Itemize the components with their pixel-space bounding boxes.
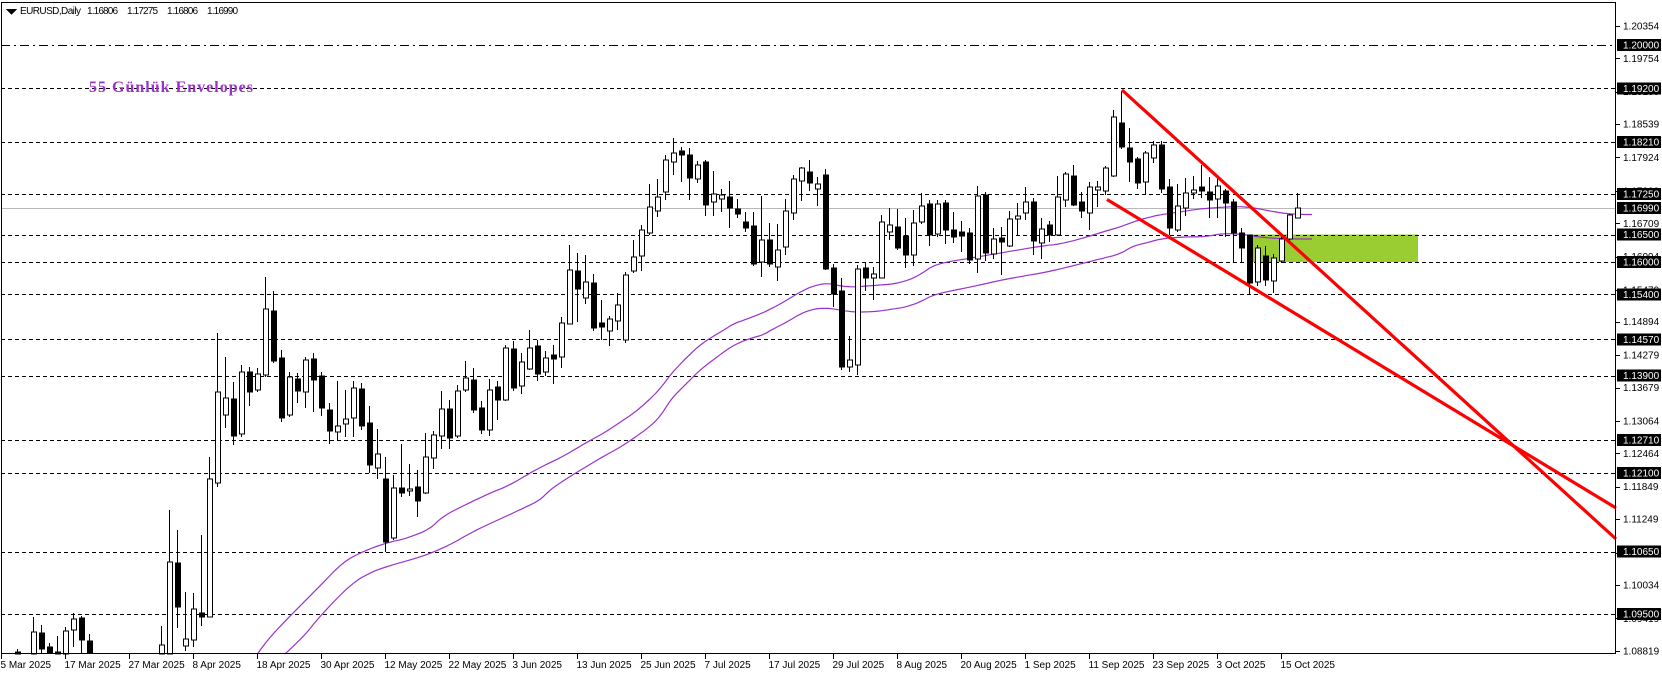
svg-text:1.12710: 1.12710 xyxy=(1623,436,1660,447)
svg-text:1.19200: 1.19200 xyxy=(1623,84,1660,95)
svg-text:18 Apr 2025: 18 Apr 2025 xyxy=(257,660,311,671)
svg-text:8 Apr 2025: 8 Apr 2025 xyxy=(193,660,242,671)
svg-text:29 Jul 2025: 29 Jul 2025 xyxy=(833,660,885,671)
svg-text:15 Oct 2025: 15 Oct 2025 xyxy=(1281,660,1336,671)
svg-text:1.11249: 1.11249 xyxy=(1623,515,1659,526)
svg-text:8 Aug 2025: 8 Aug 2025 xyxy=(897,660,948,671)
svg-text:20 Aug 2025: 20 Aug 2025 xyxy=(961,660,1018,671)
svg-text:1.16990: 1.16990 xyxy=(207,6,238,17)
svg-text:1.15400: 1.15400 xyxy=(1623,290,1660,301)
svg-text:1.13064: 1.13064 xyxy=(1623,416,1660,427)
svg-text:1.19754: 1.19754 xyxy=(1623,54,1660,65)
svg-text:1.16990: 1.16990 xyxy=(1623,204,1660,215)
svg-text:22 May 2025: 22 May 2025 xyxy=(449,660,507,671)
svg-text:1.10034: 1.10034 xyxy=(1623,581,1660,592)
svg-text:1.14279: 1.14279 xyxy=(1623,351,1660,362)
svg-text:30 Apr 2025: 30 Apr 2025 xyxy=(321,660,375,671)
svg-text:1.18210: 1.18210 xyxy=(1623,138,1660,149)
svg-text:1.10650: 1.10650 xyxy=(1623,547,1660,558)
svg-text:1.16806: 1.16806 xyxy=(87,6,118,17)
svg-text:1.14894: 1.14894 xyxy=(1623,317,1660,328)
svg-text:7 Jul 2025: 7 Jul 2025 xyxy=(705,660,752,671)
svg-text:1.17250: 1.17250 xyxy=(1623,190,1660,201)
svg-text:1.08819: 1.08819 xyxy=(1623,646,1660,657)
svg-text:1.14570: 1.14570 xyxy=(1623,335,1660,346)
svg-text:55 Günlük Envelopes: 55 Günlük Envelopes xyxy=(89,79,253,96)
svg-text:1.17275: 1.17275 xyxy=(127,6,158,17)
svg-text:1.16500: 1.16500 xyxy=(1623,230,1660,241)
svg-text:23 Sep 2025: 23 Sep 2025 xyxy=(1153,660,1210,671)
svg-text:17 Jul 2025: 17 Jul 2025 xyxy=(769,660,821,671)
svg-text:1.18539: 1.18539 xyxy=(1623,120,1660,131)
svg-text:5 Mar 2025: 5 Mar 2025 xyxy=(1,660,52,671)
svg-text:17 Mar 2025: 17 Mar 2025 xyxy=(65,660,122,671)
svg-text:13 Jun 2025: 13 Jun 2025 xyxy=(577,660,632,671)
svg-text:1.11849: 1.11849 xyxy=(1623,482,1659,493)
svg-text:1.12100: 1.12100 xyxy=(1623,469,1660,480)
svg-text:1.09500: 1.09500 xyxy=(1623,610,1660,621)
svg-text:EURUSD,Daily: EURUSD,Daily xyxy=(20,6,81,17)
svg-text:11 Sep 2025: 11 Sep 2025 xyxy=(1089,660,1145,671)
svg-text:1.20000: 1.20000 xyxy=(1623,41,1660,52)
svg-text:27 Mar 2025: 27 Mar 2025 xyxy=(129,660,186,671)
svg-text:3 Jun 2025: 3 Jun 2025 xyxy=(513,660,563,671)
svg-text:1.12464: 1.12464 xyxy=(1623,449,1660,460)
svg-text:1.20354: 1.20354 xyxy=(1623,21,1660,32)
svg-text:12 May 2025: 12 May 2025 xyxy=(385,660,443,671)
svg-text:1.16709: 1.16709 xyxy=(1623,219,1660,230)
svg-text:1.13679: 1.13679 xyxy=(1623,383,1660,394)
svg-text:25 Jun 2025: 25 Jun 2025 xyxy=(641,660,696,671)
svg-text:1.13900: 1.13900 xyxy=(1623,371,1660,382)
svg-text:1 Sep 2025: 1 Sep 2025 xyxy=(1025,660,1077,671)
svg-text:3 Oct 2025: 3 Oct 2025 xyxy=(1217,660,1266,671)
svg-text:1.17924: 1.17924 xyxy=(1623,153,1660,164)
svg-text:1.16000: 1.16000 xyxy=(1623,257,1660,268)
svg-text:1.16806: 1.16806 xyxy=(167,6,198,17)
